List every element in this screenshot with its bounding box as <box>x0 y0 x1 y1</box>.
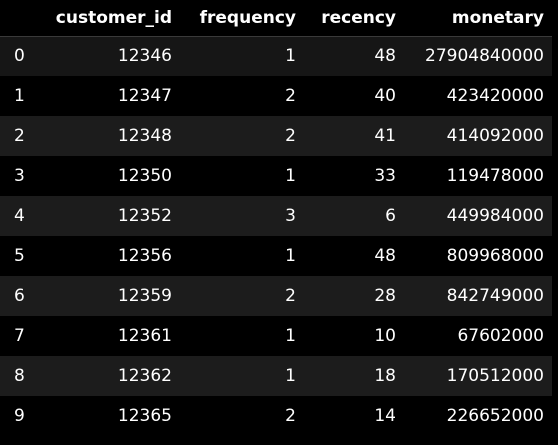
row-index: 8 <box>14 366 25 386</box>
cell-customer-id: 12359 <box>117 286 172 306</box>
cell-frequency: 1 <box>285 46 296 67</box>
cell-customer-id: 12356 <box>117 246 172 266</box>
cell-recency: 10 <box>374 326 396 346</box>
row-index: 2 <box>14 126 25 146</box>
cell-customer-id: 12346 <box>117 46 172 67</box>
cell-customer-id: 12361 <box>117 326 172 346</box>
cell-recency: 6 <box>385 206 396 226</box>
cell-customer-id: 12348 <box>117 126 172 146</box>
cell-monetary: 170512000 <box>446 366 544 386</box>
cell-recency: 41 <box>374 126 396 146</box>
header-monetary: monetary <box>404 0 552 37</box>
header-recency: recency <box>304 0 404 37</box>
cell-customer-id: 12350 <box>117 166 172 186</box>
header-index <box>0 0 40 37</box>
cell-frequency: 2 <box>285 286 296 306</box>
cell-monetary: 226652000 <box>446 406 544 426</box>
row-index: 0 <box>14 46 25 67</box>
dataframe-table: customer_id frequency recency monetary 0… <box>0 0 552 436</box>
table-row: 2 12348 2 41 414092000 <box>0 116 552 156</box>
cell-frequency: 1 <box>285 366 296 386</box>
cell-frequency: 1 <box>285 246 296 266</box>
cell-frequency: 2 <box>285 406 296 426</box>
cell-monetary: 423420000 <box>446 86 544 106</box>
cell-frequency: 2 <box>285 86 296 106</box>
cell-monetary: 414092000 <box>446 126 544 146</box>
table-row: 7 12361 1 10 67602000 <box>0 316 552 356</box>
cell-recency: 14 <box>374 406 396 426</box>
header-frequency: frequency <box>180 0 304 37</box>
cell-customer-id: 12365 <box>117 406 172 426</box>
row-index: 5 <box>14 246 25 266</box>
cell-frequency: 2 <box>285 126 296 146</box>
row-index: 4 <box>14 206 25 226</box>
cell-recency: 18 <box>374 366 396 386</box>
cell-customer-id: 12362 <box>117 366 172 386</box>
cell-monetary: 449984000 <box>446 206 544 226</box>
table-header: customer_id frequency recency monetary <box>0 0 552 37</box>
table-row: 8 12362 1 18 170512000 <box>0 356 552 396</box>
cell-monetary: 67602000 <box>457 326 544 346</box>
cell-frequency: 1 <box>285 326 296 346</box>
cell-recency: 40 <box>374 86 396 106</box>
row-index: 9 <box>14 406 25 426</box>
row-index: 7 <box>14 326 25 346</box>
cell-monetary: 809968000 <box>446 246 544 266</box>
cell-recency: 33 <box>374 166 396 186</box>
table-row: 0 12346 1 48 27904840000 <box>0 36 552 76</box>
cell-customer-id: 12352 <box>117 206 172 226</box>
cell-frequency: 3 <box>285 206 296 226</box>
table-row: 9 12365 2 14 226652000 <box>0 396 552 436</box>
cell-customer-id: 12347 <box>117 86 172 106</box>
cell-recency: 48 <box>374 46 396 67</box>
table-row: 3 12350 1 33 119478000 <box>0 156 552 196</box>
cell-recency: 28 <box>374 286 396 306</box>
header-row: customer_id frequency recency monetary <box>0 0 552 37</box>
cell-recency: 48 <box>374 246 396 266</box>
row-index: 1 <box>14 86 25 106</box>
table-row: 5 12356 1 48 809968000 <box>0 236 552 276</box>
header-customer-id: customer_id <box>40 0 180 37</box>
row-index: 6 <box>14 286 25 306</box>
table-row: 6 12359 2 28 842749000 <box>0 276 552 316</box>
cell-monetary: 27904840000 <box>425 46 544 67</box>
cell-monetary: 119478000 <box>446 166 544 186</box>
table-row: 1 12347 2 40 423420000 <box>0 76 552 116</box>
cell-monetary: 842749000 <box>446 286 544 306</box>
cell-frequency: 1 <box>285 166 296 186</box>
table-row: 4 12352 3 6 449984000 <box>0 196 552 236</box>
row-index: 3 <box>14 166 25 186</box>
table-body: 0 12346 1 48 27904840000 1 12347 2 40 42… <box>0 36 552 436</box>
